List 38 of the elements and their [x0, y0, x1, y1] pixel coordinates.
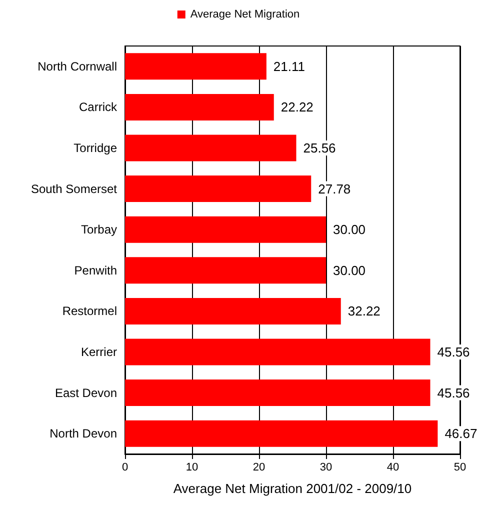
y-tick-label: North Devon: [50, 426, 117, 441]
x-axis-title: Average Net Migration 2001/02 - 2009/10: [173, 481, 412, 496]
bar: [125, 216, 326, 243]
y-tick-label: Penwith: [74, 263, 117, 278]
x-tick-label: 30: [320, 462, 332, 474]
bar: [125, 338, 430, 366]
x-tick-label: 0: [122, 462, 128, 474]
bar: [125, 53, 266, 80]
bar: [125, 94, 274, 120]
bar: [125, 420, 438, 447]
data-label: 22.22: [280, 100, 314, 115]
y-tick-label: Carrick: [79, 100, 118, 114]
x-tick-label: 10: [186, 462, 198, 474]
data-label: 25.56: [303, 140, 336, 156]
x-tick-label: 50: [454, 462, 466, 474]
y-tick-label: South Somerset: [30, 182, 118, 196]
data-label: 45.56: [437, 385, 470, 400]
y-tick-label: Torridge: [74, 141, 118, 155]
data-label: 27.78: [318, 181, 351, 196]
bar: [125, 176, 312, 202]
data-label: 32.22: [348, 304, 380, 319]
y-tick-label: Torbay: [80, 222, 117, 237]
data-label: 46.67: [444, 426, 477, 442]
y-tick-label: East Devon: [54, 386, 117, 400]
legend-label: Average Net Migration: [190, 8, 300, 20]
bar: [125, 298, 341, 324]
data-label: 30.00: [333, 222, 366, 238]
bar: [125, 257, 326, 284]
data-label: 45.56: [437, 344, 470, 360]
data-label: 21.11: [273, 58, 306, 74]
bar: [125, 380, 430, 406]
bar: [125, 134, 296, 162]
y-tick-label: Kerrier: [80, 345, 117, 359]
y-tick-label: Restormel: [62, 304, 117, 318]
y-tick-label: North Cornwall: [38, 59, 117, 74]
x-tick-label: 20: [252, 462, 266, 474]
x-tick-label: 40: [386, 462, 400, 474]
data-label: 30.00: [333, 262, 366, 278]
